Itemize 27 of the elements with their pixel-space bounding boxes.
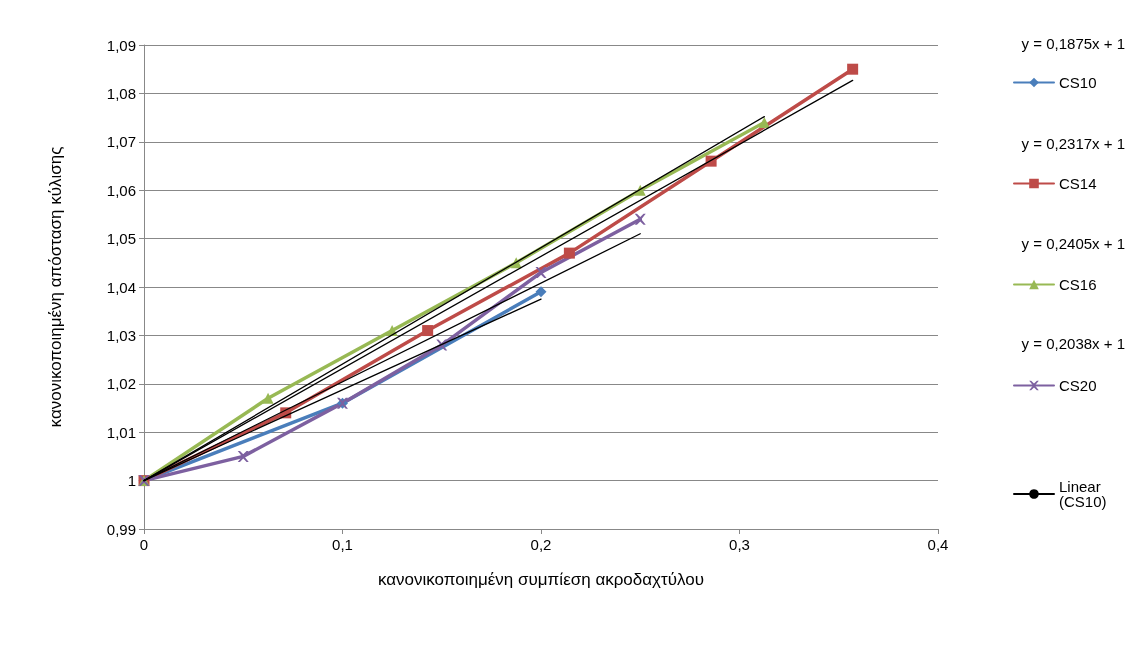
legend-label: CS16	[1059, 276, 1097, 293]
y-tick-label: 1,04	[106, 278, 136, 296]
y-tick-label: 1,07	[106, 133, 136, 151]
x-tick-label: 0,3	[729, 536, 750, 553]
legend-label: CS10	[1059, 74, 1097, 91]
x-axis-title: κανονικοποιημένη συμπίεση ακροδαχτύλου	[377, 570, 705, 589]
text: y = 0,2038x + 1	[1021, 335, 1126, 352]
text: y = 0,2317x + 1	[1021, 135, 1126, 152]
text: y = 0,1875x + 1	[1021, 35, 1126, 52]
legend-label: CS14	[1059, 175, 1097, 192]
x-tick-label: 0,2	[530, 536, 552, 553]
y-tick-label: 1,02	[106, 375, 136, 393]
text: y = 0,2405x + 1	[1021, 235, 1126, 252]
x-tick-label: 0,4	[927, 536, 949, 553]
y-tick-label: 1,05	[106, 230, 136, 248]
x-tick-label: 0	[139, 536, 149, 553]
legend-label: CS20	[1059, 377, 1097, 394]
x-tick-label: 0,1	[332, 536, 353, 553]
legend-label: Linear (CS10)	[1059, 478, 1107, 510]
y-tick-label: 1	[127, 472, 136, 490]
y-tick-label: 1,03	[106, 326, 136, 344]
y-tick-label: 1,01	[106, 423, 136, 441]
y-tick-label: 0,99	[106, 520, 136, 538]
y-tick-label: 1,09	[106, 36, 136, 54]
y-tick-label: 1,06	[106, 181, 136, 199]
y-tick-label: 1,08	[106, 84, 136, 102]
y-axis-title: κανονικοποιημένη απόσταση κύλισης	[46, 146, 65, 428]
